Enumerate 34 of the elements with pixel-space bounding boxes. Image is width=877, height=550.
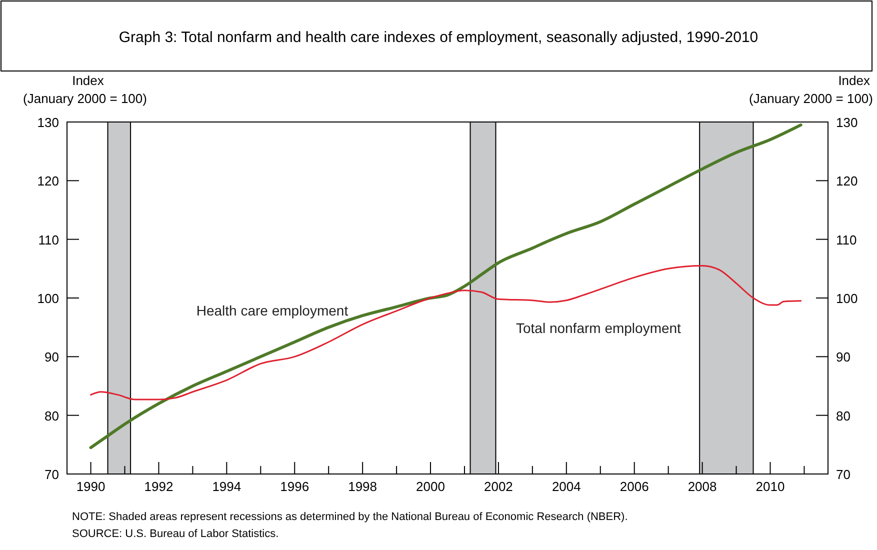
x-tick-label: 2006 [620, 479, 649, 494]
y2-tick-label: 70 [836, 467, 850, 482]
line-series [89, 123, 802, 450]
x-tick-label: 1998 [348, 479, 378, 494]
x-tick-label: 1994 [212, 479, 242, 494]
x-tick-label: 1990 [76, 479, 106, 494]
series-label: Total nonfarm employment [516, 320, 682, 336]
line-series [90, 264, 802, 400]
source-note: SOURCE: U.S. Bureau of Labor Statistics. [72, 528, 279, 540]
y-tick-label: 100 [37, 291, 59, 306]
y2-tick-label: 100 [836, 291, 858, 306]
y2-axis-title: Index (January 2000 = 100) [749, 73, 873, 106]
y2-tick-label: 80 [836, 408, 850, 424]
x-tick-label: 2000 [416, 479, 445, 494]
y2-tick-label: 120 [836, 174, 858, 189]
x-tick-label: 2008 [688, 479, 717, 494]
y2-tick-label: 90 [836, 350, 850, 365]
y-tick-label: 110 [38, 232, 59, 248]
y-axis-title: Index (January 2000 = 100) [23, 73, 147, 106]
y2-tick-label: 130 [836, 115, 858, 130]
x-tick-label: 2002 [484, 479, 513, 494]
x-tick-label: 2004 [552, 479, 581, 494]
series-label: Health care employment [196, 302, 348, 319]
x-tick-label: 2010 [756, 479, 785, 494]
y-tick-label: 80 [44, 408, 59, 424]
y-tick-label: 90 [44, 350, 59, 365]
text: NOTE: Shaded areas represent recessions as determined by the National Bureau of Economic Research (NBER). [72, 511, 628, 523]
x-tick-label: 1992 [144, 479, 174, 494]
y2-tick-label: 110 [836, 232, 857, 248]
y-tick-label: 70 [44, 467, 59, 482]
y-tick-label: 120 [37, 174, 59, 189]
chart-title: Graph 3: Total nonfarm and health care indexes of employment, seasonally adjusted, 1990-2010 [118, 29, 758, 46]
y-tick-label: 130 [37, 115, 59, 130]
x-tick-label: 1996 [280, 479, 310, 494]
